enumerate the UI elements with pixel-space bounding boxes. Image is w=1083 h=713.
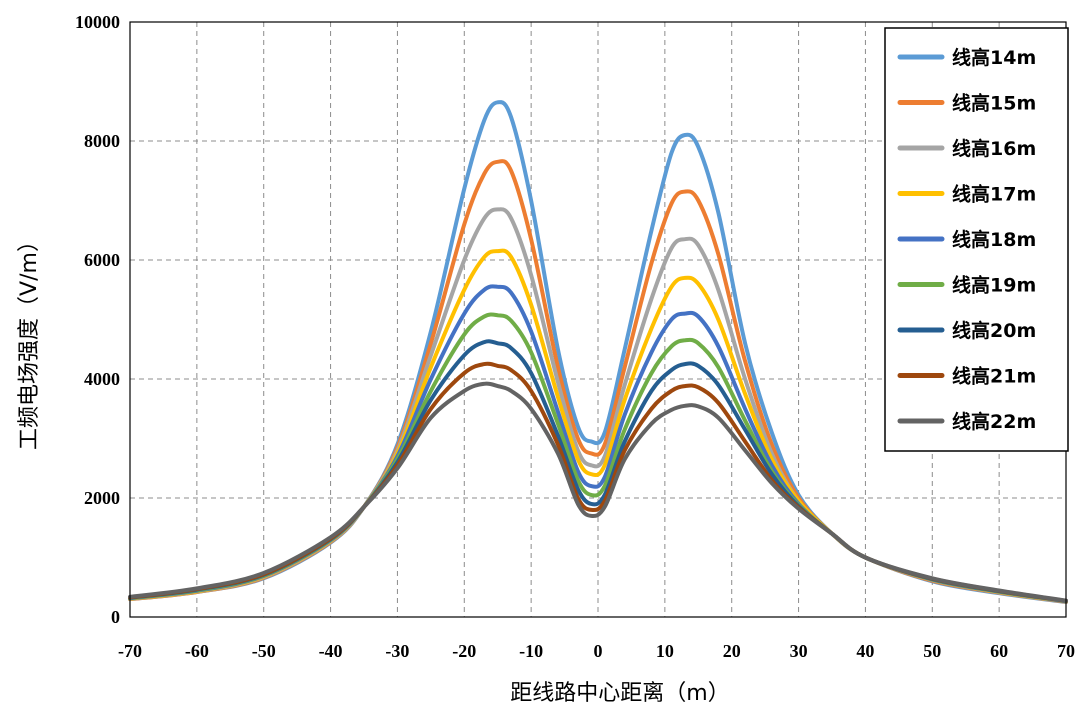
y-tick-label: 10000 [75, 12, 120, 32]
y-tick-label: 2000 [84, 488, 120, 508]
legend-label-3: 线高16m [952, 137, 1036, 160]
legend-label-7: 线高20m [952, 319, 1036, 342]
x-tick-label: 0 [594, 641, 603, 661]
x-tick-label: 50 [923, 641, 941, 661]
x-tick-label: -10 [519, 641, 543, 661]
x-tick-label: 70 [1057, 641, 1075, 661]
x-tick-label: -60 [185, 641, 209, 661]
x-tick-label: -40 [319, 641, 343, 661]
x-tick-label: -70 [118, 641, 142, 661]
x-tick-label: 20 [723, 641, 741, 661]
x-axis-title: 距线路中心距离（m） [510, 681, 729, 706]
x-tick-label: 40 [856, 641, 874, 661]
legend-label-2: 线高15m [952, 92, 1036, 115]
y-axis-ticks: 0 2000 4000 6000 8000 10000 [75, 12, 120, 627]
x-tick-label: -20 [452, 641, 476, 661]
y-tick-label: 0 [111, 607, 120, 627]
legend: 线高14m 线高15m 线高16m 线高17m 线高18m 线高19m 线高20m 线高21m… [884, 27, 1069, 452]
y-tick-label: 6000 [84, 250, 120, 270]
legend-label-4: 线高17m [952, 183, 1036, 206]
legend-label-5: 线高18m [952, 228, 1036, 251]
x-tick-label: -30 [385, 641, 409, 661]
x-tick-label: -50 [252, 641, 276, 661]
x-tick-label: 10 [656, 641, 674, 661]
legend-label-8: 线高21m [952, 365, 1036, 388]
series-lines [128, 100, 1068, 605]
x-tick-label: 30 [790, 641, 808, 661]
y-axis-title: 工频电场强度（V/m） [17, 230, 42, 450]
x-tick-label: 60 [990, 641, 1008, 661]
y-tick-label: 8000 [84, 131, 120, 151]
legend-label-6: 线高19m [952, 274, 1036, 297]
series-line-9 [128, 381, 1068, 603]
legend-label-9: 线高22m [952, 410, 1036, 433]
x-axis-ticks: -70 -60 -50 -40 -30 -20 -10 0 10 20 30 40 50 60 70 [118, 641, 1075, 661]
legend-label-1: 线高14m [952, 46, 1036, 69]
y-tick-label: 4000 [84, 369, 120, 389]
